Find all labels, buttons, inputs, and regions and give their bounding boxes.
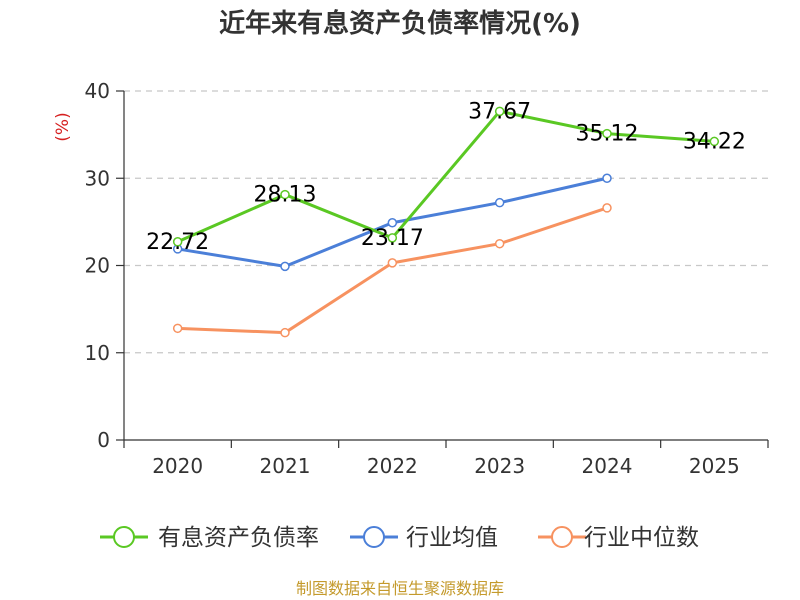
data-point — [494, 106, 505, 117]
legend-label: 有息资产负债率 — [158, 525, 319, 551]
data-point — [387, 258, 398, 268]
legend: 有息资产负债率 行业均值 行业中位数 — [100, 525, 699, 551]
data-point — [602, 128, 612, 139]
legend-label: 行业中位数 — [584, 525, 699, 551]
y-tick-label: 0 — [97, 428, 110, 452]
y-tick-label: 40 — [85, 79, 110, 103]
legend-swatch-marker — [363, 526, 385, 548]
legend-item-1: 有息资产负债率 — [100, 525, 319, 551]
series-2 — [172, 173, 612, 272]
chart-title: 近年来有息资产负债率情况(%) — [219, 8, 581, 39]
legend-swatch-marker — [113, 526, 135, 548]
x-tick-label-2020: 2020 — [152, 454, 203, 478]
axes: 0 10 20 30 40 2020 2021 2022 2023 2024 2025 — [85, 79, 769, 478]
data-point — [280, 327, 290, 338]
data-point — [280, 189, 290, 200]
legend-swatch-marker — [551, 526, 573, 548]
data-point — [709, 136, 720, 147]
legend-item-2: 行业均值 — [350, 525, 498, 551]
data-point — [494, 197, 505, 208]
gridlines — [124, 90, 768, 354]
data-point — [602, 203, 612, 213]
data-point — [280, 261, 290, 272]
x-tick-label-2023: 2023 — [474, 454, 525, 478]
y-tick-label: 20 — [85, 254, 110, 278]
series-3 — [172, 203, 612, 338]
y-tick-label: 30 — [85, 166, 110, 190]
data-label: 22.72 — [146, 230, 209, 255]
data-point — [602, 173, 612, 183]
x-tick-label-2025: 2025 — [689, 454, 740, 478]
data-label: 34.22 — [683, 129, 746, 154]
y-tick-label: 10 — [85, 341, 110, 365]
data-label: 23.17 — [361, 226, 424, 251]
series-line — [177, 109, 715, 244]
data-point — [172, 323, 183, 334]
data-point — [494, 238, 505, 249]
data-point — [387, 217, 398, 228]
data-point — [387, 233, 398, 243]
x-tick-label-2022: 2022 — [367, 454, 418, 478]
x-tick-label-2024: 2024 — [582, 454, 633, 478]
y-axis-label: (%) — [53, 112, 73, 141]
data-label: 28.13 — [254, 183, 317, 208]
series-1 — [172, 106, 720, 247]
data-label: 35.12 — [576, 122, 639, 147]
series-lines — [172, 106, 720, 338]
data-point — [172, 237, 183, 247]
data-label: 37.67 — [468, 99, 531, 124]
source-note: 制图数据来自恒生聚源数据库 — [296, 579, 504, 598]
data-labels: 22.72 28.13 23.17 37.67 35.12 34.22 — [146, 99, 746, 254]
x-tick-label-2021: 2021 — [260, 454, 311, 478]
legend-label: 行业均值 — [406, 525, 498, 551]
legend-item-3: 行业中位数 — [538, 525, 699, 551]
